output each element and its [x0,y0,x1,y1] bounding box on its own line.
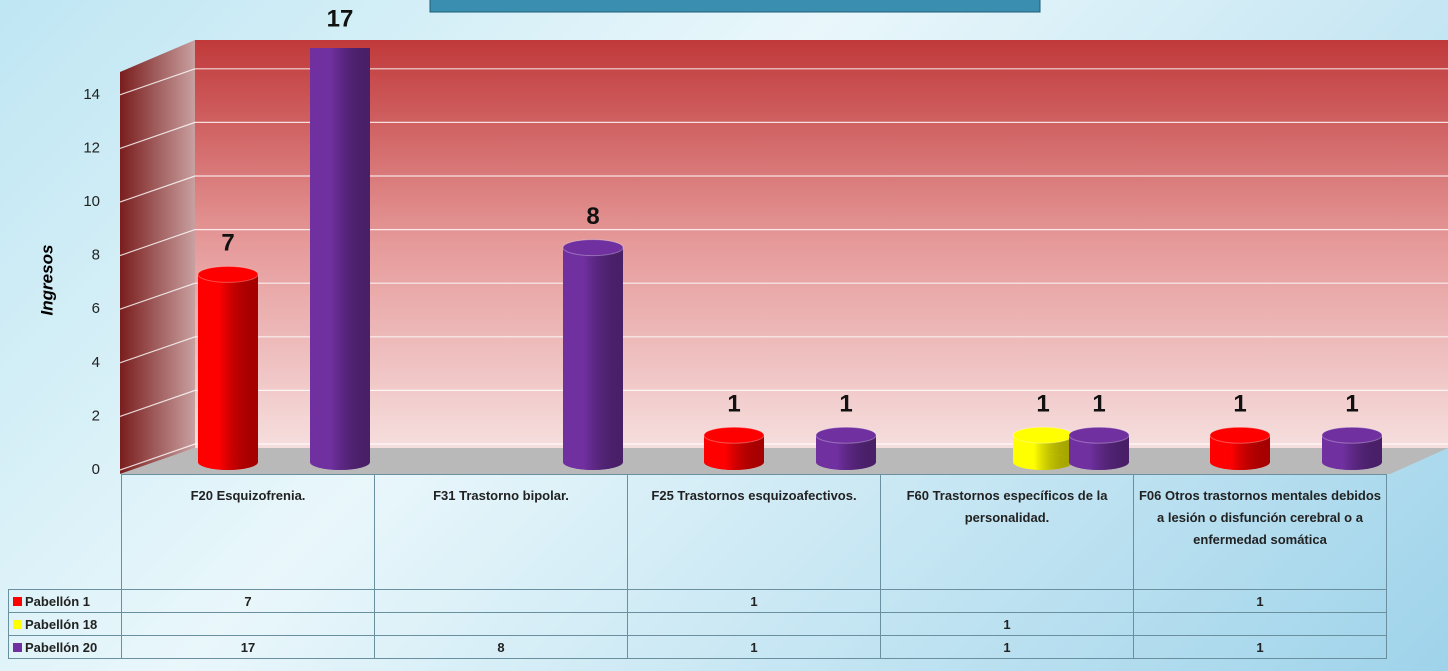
x-tick-label: F25 Trastornos esquizoafectivos. [627,474,881,590]
bar-base-shade [816,454,876,470]
data-label: 8 [586,203,599,230]
bar [1209,426,1271,470]
back-wall [195,40,1448,448]
data-label: 1 [727,391,740,418]
bar-top [703,426,765,444]
y-tick-label: 10 [83,193,100,210]
bar-base-shade [563,454,623,470]
table-cell [880,589,1134,613]
data-label: 1 [839,391,852,418]
bar [1012,426,1074,470]
table-cell: 1 [627,589,881,613]
data-label: 1 [1092,391,1105,418]
table-row: Pabellón 1 7 1 1 [8,589,1387,613]
grid-line [119,121,1448,149]
table-cell: 1 [880,612,1134,636]
y-tick-label: 0 [92,461,100,478]
bar-top [1068,426,1130,444]
legend-label: Pabellón 1 [25,593,91,609]
bar-base-shade [1210,454,1270,470]
data-table: F20 Esquizofrenia. F31 Trastorno bipolar.… [8,474,1387,659]
table-cell [627,612,881,636]
grid-line [119,389,1448,417]
table-cell: 1 [1133,635,1387,659]
legend-label: Pabellón 20 [25,639,98,655]
x-tick-label: F31 Trastorno bipolar. [374,474,628,590]
y-axis-label: Ingresos [37,245,56,316]
bar-top [562,239,624,257]
data-label: 7 [221,230,234,257]
y-tick-label: 2 [92,407,100,424]
x-tick-label: F60 Trastornos específicos de la persona… [880,474,1134,590]
bar-base-shade [1322,454,1382,470]
bar [815,426,877,470]
bar-base-shade [198,454,258,470]
legend-label: Pabellón 18 [25,616,98,632]
data-label: 1 [1233,391,1246,418]
legend-swatch [13,619,22,629]
bar-shade [310,48,370,463]
table-cell: 1 [627,635,881,659]
x-tick-label: F06 Otros trastornos mentales debidos a … [1133,474,1387,590]
bar-top [197,265,259,283]
title-box [429,0,1041,13]
legend-entry: Pabellón 1 [8,589,122,613]
bar-base-shade [1069,454,1129,470]
data-label: 1 [1036,391,1049,418]
table-corner [8,474,122,590]
table-cell: 1 [880,635,1134,659]
bar [562,239,624,470]
legend-swatch [13,596,22,606]
data-label: 1 [1345,391,1358,418]
y-tick-label: 4 [92,354,100,371]
table-cell [1133,612,1387,636]
table-header-row: F20 Esquizofrenia. F31 Trastorno bipolar.… [8,474,1387,590]
bar [197,265,259,470]
bar-top [1012,426,1074,444]
side-wall [120,40,195,474]
bar-top [1209,426,1271,444]
grid-line [119,175,1448,203]
data-label: 17 [327,5,354,32]
bar-shade [198,274,258,462]
bar [703,426,765,470]
bar [1068,426,1130,470]
y-tick-label: 14 [83,86,100,103]
legend-swatch [13,642,22,652]
grid-line [119,229,1448,257]
bar-base-shade [1013,454,1073,470]
legend-entry: Pabellón 20 [8,635,122,659]
table-cell [121,612,375,636]
bar-top [1321,426,1383,444]
bar [310,48,370,470]
grid-line [119,336,1448,364]
bar-shade [563,247,623,462]
bar-base-shade [704,454,764,470]
table-cell: 8 [374,635,628,659]
table-cell: 17 [121,635,375,659]
grid-line [119,282,1448,310]
y-tick-label: 6 [92,300,100,317]
table-cell [374,612,628,636]
y-tick-label: 8 [92,247,100,264]
table-cell: 7 [121,589,375,613]
table-cell: 1 [1133,589,1387,613]
x-tick-label: F20 Esquizofrenia. [121,474,375,590]
table-row: Pabellón 20 17 8 1 1 1 [8,635,1387,659]
grid-line [119,68,1448,96]
bar-top [815,426,877,444]
bar [1321,426,1383,470]
table-cell [374,589,628,613]
y-tick-label: 12 [83,139,100,156]
bar-base-shade [310,454,370,470]
legend-entry: Pabellón 18 [8,612,122,636]
table-row: Pabellón 18 1 [8,612,1387,636]
